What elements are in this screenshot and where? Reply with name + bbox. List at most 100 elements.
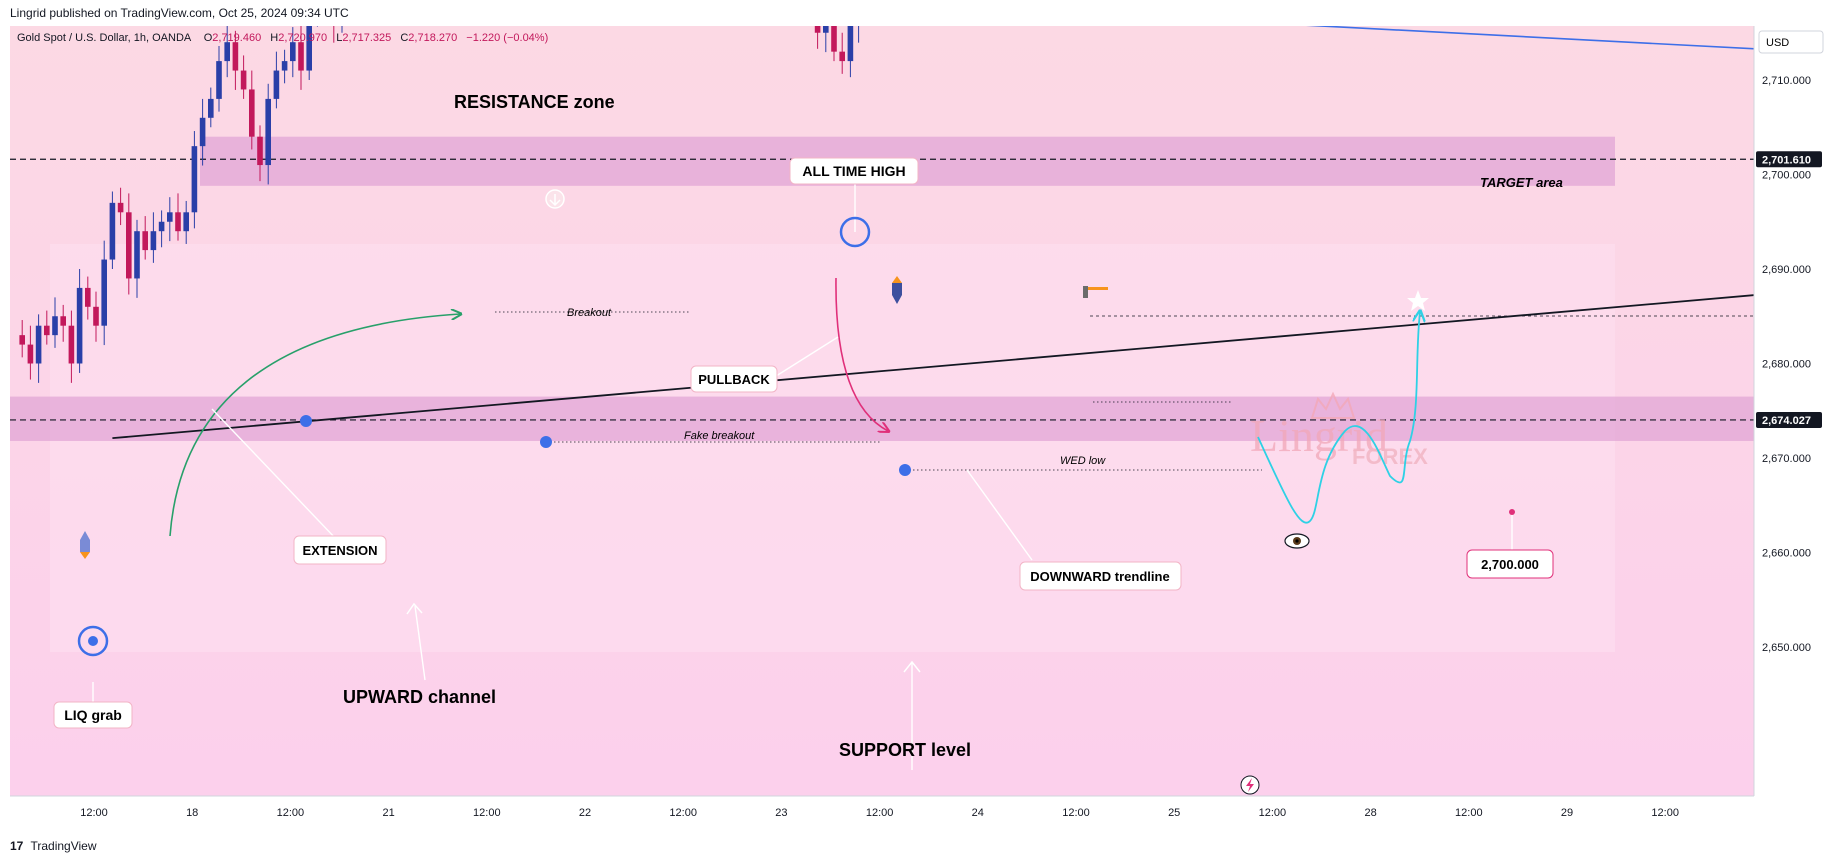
pivot-markers <box>88 415 911 646</box>
publish-header: Lingrid published on TradingView.com, Oc… <box>0 0 1835 26</box>
candle-body <box>273 70 280 99</box>
candle-body <box>44 325 50 336</box>
open-value: 2,719.460 <box>212 32 261 44</box>
candle-body <box>93 306 99 326</box>
x-tick-label: 23 <box>775 807 787 819</box>
svg-text:DOWNWARD trendline: DOWNWARD trendline <box>1030 569 1169 584</box>
x-tick-label: 12:00 <box>1259 807 1287 819</box>
candle-body <box>126 212 132 279</box>
candle-body <box>814 26 821 33</box>
support-level-label: SUPPORT level <box>839 740 971 760</box>
candle-body <box>76 287 83 364</box>
candle-body <box>27 344 34 364</box>
candle-body <box>831 26 837 52</box>
extension-arrow <box>169 314 460 537</box>
candle-body <box>298 42 304 71</box>
candle-body <box>216 61 222 99</box>
x-tick-label: 18 <box>186 807 198 819</box>
x-tick-label: 12:00 <box>473 807 501 819</box>
svg-text:PULLBACK: PULLBACK <box>698 372 770 387</box>
currency-box[interactable] <box>1758 30 1824 54</box>
candle-body <box>839 51 845 62</box>
watermark-crown-icon <box>1310 391 1356 419</box>
svg-text:ALL TIME HIGH: ALL TIME HIGH <box>802 163 905 179</box>
hammer-icon <box>1083 286 1108 298</box>
svg-text:2,700.000: 2,700.000 <box>1481 557 1539 572</box>
high-value: 2,720.970 <box>278 32 327 44</box>
tradingview-logo-icon: 17 <box>10 839 24 853</box>
x-tick-label: 12:00 <box>1651 807 1679 819</box>
upward-channel-label: UPWARD channel <box>343 687 496 707</box>
ath-ring <box>839 216 871 248</box>
extension-callout: EXTENSION <box>293 535 387 565</box>
candle-body <box>158 221 165 232</box>
y-tick-label: 2,710.000 <box>1762 75 1811 87</box>
svg-text:LIQ grab: LIQ grab <box>64 707 122 723</box>
y-tick-label: 2,650.000 <box>1762 642 1811 654</box>
candle-body <box>257 136 263 166</box>
candle-body <box>117 202 124 213</box>
x-tick-label: 12:00 <box>1062 807 1090 819</box>
target-dot <box>1509 509 1515 515</box>
candle-body <box>52 316 58 336</box>
price-chart[interactable]: Lingrid FOREX <box>0 26 1835 832</box>
candle-body <box>19 335 25 345</box>
candle-body <box>101 259 107 326</box>
target-area-label: TARGET area <box>1480 175 1563 190</box>
candle-body <box>35 325 42 364</box>
y-tick-label: 2,700.000 <box>1762 170 1811 182</box>
symbol-legend: Gold Spot / U.S. Dollar, 1h, OANDA O2,71… <box>17 32 548 44</box>
price-label-box <box>1756 411 1822 428</box>
eye-icon <box>1284 533 1310 549</box>
candle-body <box>109 202 116 260</box>
breakout-label: Breakout <box>567 307 612 319</box>
candle-body <box>281 61 288 71</box>
zone-band <box>10 396 1754 441</box>
symbol-name: Gold Spot / U.S. Dollar, 1h, OANDA <box>17 32 192 44</box>
close-value: 2,718.270 <box>408 32 457 44</box>
candle-body <box>167 212 173 222</box>
rocket-down-icon <box>892 276 902 304</box>
y-tick-label: 2,690.000 <box>1762 264 1811 276</box>
change-value: −1.220 (−0.04%) <box>466 32 548 44</box>
svg-text:EXTENSION: EXTENSION <box>302 543 377 558</box>
x-tick-label: 28 <box>1364 807 1376 819</box>
lightning-icon[interactable] <box>1240 775 1260 795</box>
rocket-icon <box>80 531 90 559</box>
time-axis[interactable]: 12:00 18 12:00 21 12:00 22 12:00 23 12:00 24 12:00… <box>0 795 1835 832</box>
candle-body <box>208 98 214 118</box>
trendlines <box>112 26 1835 440</box>
downward-trendline-callout: DOWNWARD trendline <box>1019 561 1182 591</box>
trendline <box>112 287 1835 440</box>
candle-body <box>823 26 829 33</box>
y-tick-label: 2,660.000 <box>1762 548 1811 560</box>
channel-arrowhead <box>406 602 423 615</box>
price-label: 2,701.610 <box>1762 154 1811 166</box>
candle-body <box>232 42 239 71</box>
candle-body <box>60 316 66 326</box>
liq-grab-callout: LIQ grab <box>53 701 133 729</box>
x-tick-label: 22 <box>579 807 591 819</box>
price-axis[interactable]: USD 2,650.000 2,660.000 2,670.000 2,680.000… <box>1753 26 1835 832</box>
x-tick-label: 25 <box>1168 807 1180 819</box>
candle-body <box>224 42 230 62</box>
support-arrowhead <box>903 660 921 673</box>
x-tick-label: 12:00 <box>1455 807 1483 819</box>
candle-body <box>134 231 140 279</box>
target-price-callout: 2,700.000 <box>1466 549 1554 579</box>
candle-body <box>183 212 189 232</box>
candle-body <box>142 231 148 251</box>
candles <box>19 26 860 383</box>
x-tick-label: 21 <box>382 807 394 819</box>
x-tick-label: 24 <box>972 807 984 819</box>
candle-body <box>249 89 255 137</box>
projection-path <box>1257 312 1420 524</box>
candle-body <box>847 26 854 62</box>
x-tick-label: 29 <box>1561 807 1573 819</box>
price-label-box <box>1756 151 1822 168</box>
pullback-arrow <box>835 277 888 431</box>
svg-text:Gold Spot / U.S. Dollar, 1h, O: Gold Spot / U.S. Dollar, 1h, OANDA O2,71… <box>17 32 548 44</box>
y-tick-label: 2,670.000 <box>1762 453 1811 465</box>
x-tick-label: 12:00 <box>669 807 697 819</box>
x-tick-label: 12:00 <box>277 807 305 819</box>
